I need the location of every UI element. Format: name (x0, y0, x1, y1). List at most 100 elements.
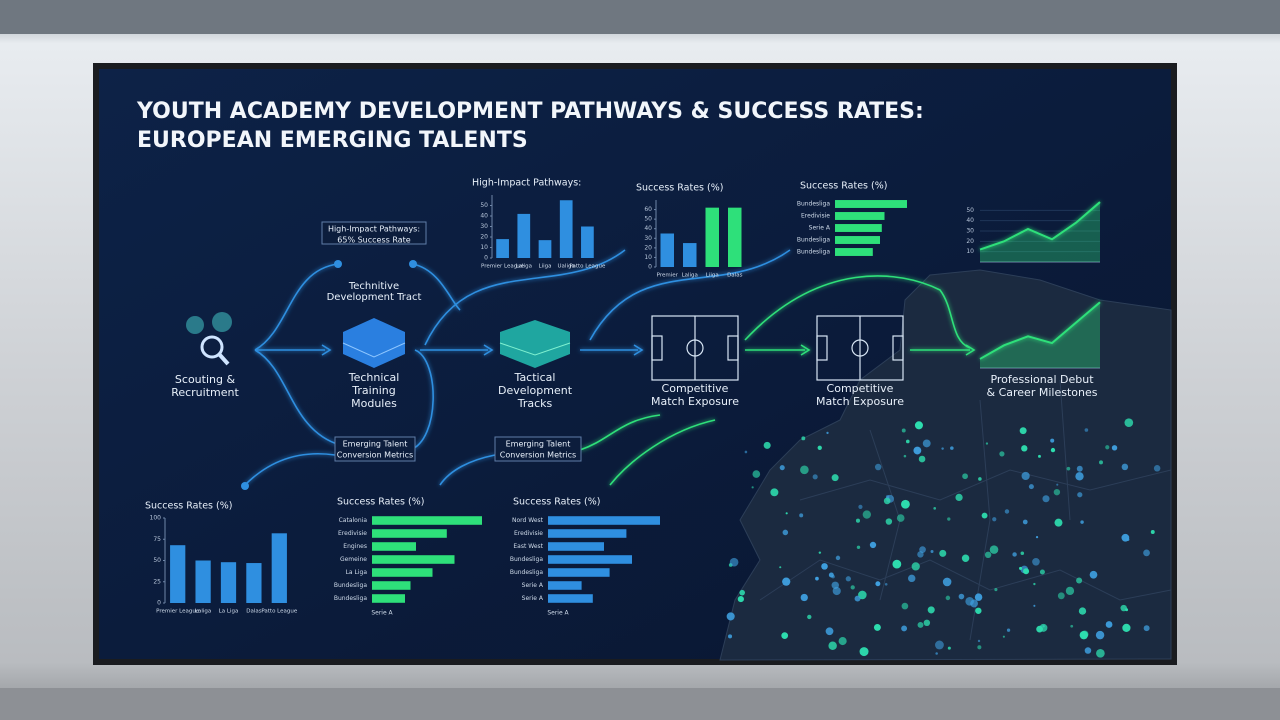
y-tick-label: 0 (648, 264, 652, 271)
map-dot (883, 497, 891, 505)
map-dot (1065, 586, 1075, 596)
map-dot (799, 513, 804, 518)
map-dot (918, 455, 926, 463)
map-dot (905, 439, 910, 444)
y-tick-label: 20 (480, 234, 488, 241)
node-label: Match Exposure (651, 395, 739, 408)
map-dot (1122, 623, 1131, 632)
map-dot (1057, 592, 1065, 600)
bar (548, 555, 632, 564)
map-dot (914, 421, 923, 430)
y-tick-label: Bundesliga (797, 237, 830, 244)
chart-title: Success Rates (%) (800, 181, 887, 192)
map-dot (770, 488, 779, 497)
y-tick-label: 30 (966, 228, 974, 235)
map-dot (751, 486, 754, 489)
y-tick-label: East West (513, 543, 543, 550)
line (979, 301, 1101, 360)
map-dot (1076, 577, 1083, 584)
module-icon (343, 318, 405, 368)
map-dot (726, 612, 735, 621)
module-icon (342, 342, 406, 358)
pitch (651, 315, 739, 381)
arrowhead (800, 344, 811, 356)
map-dot (975, 607, 982, 614)
y-tick-label: 40 (966, 217, 974, 224)
map-dot (930, 549, 934, 553)
map-dot (1021, 471, 1030, 481)
map-dot (855, 518, 861, 523)
map-dot (1089, 570, 1098, 579)
y-tick-label: Bundesliga (797, 249, 830, 256)
map-dot (832, 586, 841, 596)
map-dot (970, 599, 979, 608)
bar (372, 516, 482, 525)
map-dot (1077, 492, 1083, 498)
flow-curve (244, 452, 336, 486)
bar (835, 248, 873, 256)
map-dot (869, 541, 877, 549)
x-tick-label: Liiga (706, 273, 719, 279)
map-dot (1022, 519, 1028, 525)
bar (835, 224, 882, 232)
x-tick-label: Patto League (261, 609, 298, 615)
bar (548, 529, 627, 538)
map-dot (1056, 483, 1059, 486)
y-tick-label: Bundesliga (510, 556, 543, 563)
y-tick-label: 10 (644, 254, 652, 261)
y-tick-label: 100 (150, 515, 162, 522)
y-tick-label: 50 (480, 202, 488, 209)
map-dot (1111, 445, 1118, 451)
bar (835, 212, 885, 220)
bar (517, 213, 531, 258)
map-dot (933, 507, 937, 510)
map-dot (831, 574, 835, 579)
map-dot (815, 576, 819, 581)
x-tick-label: Laliga (682, 273, 698, 279)
map-dot (782, 529, 789, 536)
map-dot (1021, 445, 1028, 452)
chart-title: Success Rates (%) (145, 501, 232, 512)
flow-curve (439, 454, 496, 486)
bar (559, 200, 573, 258)
map-dot (1084, 647, 1092, 654)
bar (660, 233, 674, 267)
x-tick-label: Premier League (156, 609, 200, 615)
y-tick-label: Bundesliga (334, 582, 367, 589)
flow-curve (254, 263, 339, 351)
bar (548, 542, 604, 551)
node-dot (241, 482, 249, 490)
map-dot (1019, 427, 1027, 435)
x-tick-label: Dalas (246, 609, 262, 615)
map-dot (1028, 484, 1034, 490)
map-dot (917, 551, 924, 558)
flow-curve (254, 349, 341, 446)
map-dot (1054, 518, 1063, 527)
y-tick-label: Serie A (522, 582, 544, 589)
arrowhead (321, 344, 332, 356)
y-tick-label: 60 (644, 206, 652, 213)
map-dot (945, 595, 951, 601)
map-dot (744, 450, 748, 454)
map-dot (1012, 552, 1017, 557)
map-dot (1096, 648, 1105, 658)
map-dot (1023, 568, 1030, 575)
bar (372, 542, 416, 551)
map-dot (896, 514, 905, 522)
map-dot (737, 595, 744, 603)
bar (548, 594, 593, 603)
bar (548, 568, 610, 577)
map-dot (1143, 625, 1150, 632)
map-dot (1066, 466, 1071, 471)
chart-title: Success Rates (%) (337, 497, 424, 508)
map-dot (994, 588, 998, 592)
map-dot (801, 436, 806, 441)
title: YOUTH ACADEMY DEVELOPMENT PATHWAYS & SUC… (136, 99, 924, 124)
map-dot (935, 640, 944, 650)
arrowhead (965, 344, 976, 356)
map-dot (1081, 630, 1089, 638)
map-dot (978, 477, 982, 481)
y-tick-label: Bundesliga (334, 595, 367, 602)
